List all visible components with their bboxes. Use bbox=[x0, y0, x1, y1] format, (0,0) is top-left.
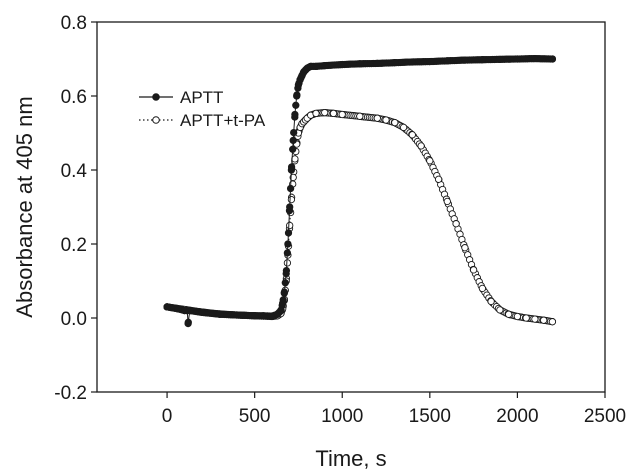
data-point bbox=[277, 306, 285, 315]
data-point bbox=[312, 109, 320, 118]
data-point bbox=[286, 221, 294, 230]
series-layer bbox=[163, 54, 557, 328]
data-point bbox=[338, 110, 346, 119]
data-point bbox=[513, 55, 522, 63]
y-axis-ticks: -0.2 0.0 0.2 0.4 0.6 0.8 bbox=[54, 13, 97, 404]
data-point bbox=[531, 315, 539, 323]
data-point bbox=[426, 157, 434, 165]
plot-frame bbox=[96, 21, 606, 393]
data-point bbox=[284, 240, 292, 248]
data-point bbox=[408, 131, 416, 139]
data-point bbox=[513, 312, 522, 321]
legend-marker-aptt bbox=[152, 93, 160, 101]
y-tick-label: 0.6 bbox=[61, 87, 87, 108]
data-point bbox=[282, 269, 290, 278]
data-point bbox=[496, 55, 504, 64]
data-point bbox=[373, 114, 381, 122]
data-point bbox=[283, 249, 292, 257]
data-point bbox=[540, 316, 548, 324]
x-tick-label: 2500 bbox=[584, 406, 626, 427]
data-point bbox=[399, 123, 408, 132]
data-point bbox=[287, 195, 296, 204]
legend: APTT APTT+t-PA bbox=[139, 88, 266, 130]
data-point bbox=[215, 310, 224, 318]
data-point bbox=[426, 57, 434, 66]
data-point bbox=[461, 244, 469, 252]
data-point bbox=[163, 303, 171, 311]
legend-label-aptt: APTT bbox=[180, 88, 223, 107]
data-point bbox=[505, 310, 513, 318]
x-axis-title: Time, s bbox=[315, 446, 386, 471]
data-point bbox=[548, 318, 557, 326]
data-point bbox=[281, 279, 289, 287]
data-point bbox=[321, 62, 329, 70]
data-point bbox=[279, 299, 287, 307]
data-point bbox=[522, 314, 530, 322]
data-point bbox=[356, 60, 364, 68]
data-point bbox=[531, 54, 539, 63]
data-point bbox=[321, 108, 329, 117]
data-point bbox=[408, 58, 416, 66]
data-point bbox=[443, 197, 451, 206]
x-tick-label: 1000 bbox=[321, 406, 363, 427]
series-line bbox=[167, 58, 553, 324]
data-point bbox=[186, 306, 194, 315]
data-point bbox=[251, 312, 259, 320]
y-tick-label: -0.2 bbox=[54, 383, 87, 404]
series-aptt bbox=[163, 54, 557, 328]
data-point bbox=[478, 284, 487, 293]
data-point bbox=[373, 59, 381, 68]
data-point bbox=[548, 55, 557, 63]
data-point bbox=[391, 118, 399, 127]
data-point bbox=[452, 220, 460, 228]
series-line bbox=[167, 112, 553, 323]
x-tick-label: 500 bbox=[239, 406, 271, 427]
data-point bbox=[496, 306, 504, 314]
data-point bbox=[382, 116, 390, 124]
data-point bbox=[173, 305, 182, 313]
data-point bbox=[443, 57, 451, 65]
data-point bbox=[292, 101, 300, 109]
data-point bbox=[287, 166, 296, 174]
y-tick-label: 0.8 bbox=[61, 13, 87, 34]
data-point bbox=[478, 56, 487, 64]
data-point bbox=[469, 266, 478, 274]
data-point bbox=[286, 203, 294, 211]
data-point bbox=[391, 59, 399, 67]
data-point bbox=[289, 136, 297, 145]
legend-marker-aptt-tpa bbox=[152, 116, 160, 124]
data-point bbox=[417, 142, 425, 150]
data-point bbox=[461, 56, 469, 64]
y-tick-label: 0.4 bbox=[61, 161, 88, 182]
legend-label-aptt-tpa: APTT+t-PA bbox=[180, 111, 266, 130]
data-point bbox=[312, 62, 320, 71]
data-point bbox=[487, 297, 495, 306]
data-point bbox=[290, 128, 298, 137]
data-point bbox=[280, 288, 289, 296]
series-aptt-tpa bbox=[163, 108, 557, 326]
data-point bbox=[289, 145, 297, 153]
data-point bbox=[284, 229, 293, 237]
x-tick-label: 0 bbox=[162, 406, 173, 427]
data-point bbox=[434, 175, 443, 183]
data-point bbox=[233, 311, 241, 319]
data-point bbox=[286, 184, 295, 193]
data-point bbox=[338, 60, 346, 69]
data-point bbox=[259, 312, 268, 320]
x-axis-ticks: 0 500 1000 1500 2000 2500 bbox=[162, 392, 626, 427]
data-point bbox=[184, 319, 192, 328]
x-tick-label: 2000 bbox=[496, 406, 538, 427]
data-point bbox=[293, 92, 301, 100]
x-tick-label: 1500 bbox=[409, 406, 451, 427]
data-point bbox=[329, 109, 338, 118]
data-point bbox=[291, 110, 299, 119]
y-axis-title: Absorbance at 405 nm bbox=[12, 96, 37, 317]
data-point bbox=[356, 112, 364, 120]
y-tick-label: 0.0 bbox=[61, 309, 87, 330]
y-tick-label: 0.2 bbox=[61, 235, 87, 256]
data-point bbox=[198, 308, 206, 317]
